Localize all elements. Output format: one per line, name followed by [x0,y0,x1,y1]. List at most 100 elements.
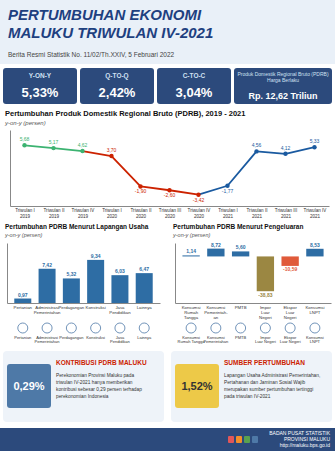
chart-title: Pertumbuhan PDRB Menurut Lapangan Usaha [5,223,149,231]
bar [111,275,128,303]
icon-label: PMTB [235,335,246,340]
info-box-title: SUMBER PERTUMBUHAN [224,359,305,366]
text-line: 2019 [20,214,31,219]
data-label: 5,32 [66,271,76,277]
info-box-value: 0,29% [13,380,44,392]
text-line: LNPT [309,310,320,315]
x-tick-label: Triwulan III2020 [159,208,181,218]
footer: BADAN PUSAT STATISTIKPROVINSI MALUKUhttp… [269,430,330,448]
text-line: PMTB [235,335,246,340]
text-line: Lapangan Usaha Administrasi Pemerintahan… [224,373,320,378]
icon [115,323,125,333]
x-tick-label: Pertanian [14,305,33,310]
data-label: 3,70 [107,147,117,153]
data-label: 4,62 [78,142,88,148]
info-box: 0,29%KONTRIBUSI PDRB MALUKUPerekonomian … [3,351,164,422]
icon [186,323,196,333]
text-line: kontribusi sebesar 0,29 persen terhadap [56,387,142,392]
text-line: Triwulan III [159,208,181,213]
text-line: Lainnya [137,335,152,340]
text-line: Pendidikan [110,339,130,344]
x-tick-label: Triwulan I2021 [218,208,238,218]
text-line: 2020 [136,214,147,219]
text-line: Lainnya [137,305,153,310]
info-box-bg [3,351,164,422]
text-line: Pertanian [14,335,31,340]
icon-label: EksporLuar Negeri [280,335,301,345]
info-box-bg [171,351,332,422]
bar [182,255,199,256]
text-line: Triwulan IV [188,208,212,213]
kpi-box [234,68,332,104]
text-line: Triwulan IV [72,208,96,213]
icon-label: KonsumsiRumah Tangga [178,335,206,345]
data-label: 8,53 [310,242,320,248]
point [283,152,287,156]
kpi-value: 3,04% [176,85,213,100]
x-tick: JasaPendidikan [109,305,131,315]
x-tick-label: Triwulan IV2019 [72,208,96,218]
text-line: Berita Resmi Statistik No. 11/02/Th.XXIV… [8,51,175,58]
x-tick-label: PMTB [235,305,247,310]
icon-label: Konstruksi [86,335,105,340]
bar [281,256,298,265]
x-tick-label: AdministrasiPemerintahan [34,305,61,315]
y-axis [10,131,11,207]
icon-row: PertanianAdministrasiPemerintahanPerdaga… [14,323,152,344]
x-tick-label: Triwulan II2019 [43,208,64,218]
kpi: Y-ON-Y5,33% [3,68,77,104]
x-tick: Pertanian [14,305,33,310]
x-tick-label: Triwulan IV2020 [188,208,212,218]
data-label: -1,90 [135,188,147,194]
text-line: 2021 [310,214,321,219]
text-line: Triwulan IV [304,208,328,213]
logo-square [252,436,258,443]
logo-square [244,436,250,443]
data-label: -38,83 [258,292,272,298]
text-line: merupakan sumber pertumbuhan tertinggi [224,387,313,392]
x-tick-label: Perdagangan [58,305,84,310]
icon-label: Perdagangan [59,335,83,340]
y-axis-title: y-on-y (persen) [4,120,46,126]
x-tick-label: EksporLuarNegeri [283,305,297,320]
x-tick: Triwulan III2020 [159,208,181,218]
text-line: 2021 [252,214,263,219]
x-tick: Lainnya [137,305,153,310]
x-tick: Triwulan I2019 [15,208,35,218]
text-line: Triwulan I [218,208,238,213]
x-tick-label: Konstruksi [86,305,106,310]
chart-title: Pertumbuhan PDRB Menurut Pengeluaran [173,223,303,231]
data-label: 9,34 [91,253,101,259]
chart-title: Pertumbuhan Produk Domestik Regional Bru… [5,109,245,118]
plot-area [22,143,316,197]
kpi-label: Produk Domestik Regional Bruto (PDRB)Har… [237,71,328,83]
y-axis-line [10,131,11,207]
line-segment [112,156,141,186]
x-tick: Triwulan III2021 [275,208,297,218]
text-line: Triwulan I [15,208,35,213]
text-line: Harga Berlaku [267,77,299,83]
x-axis: PertanianAdministrasiPemerintahanPerdaga… [8,304,161,315]
data-label: -2,60 [164,192,176,198]
text-line: an [213,315,218,320]
icon-row: KonsumsiRumah TanggaKonsumsiPemerintahan… [178,323,324,344]
icon-label: ImporLuar Negeri [255,335,276,345]
x-tick-label: Triwulan I2020 [102,208,122,218]
kpi-label: Y-ON-Y [29,72,52,79]
line-segment [257,151,286,153]
x-tick-label: KonsumsiPemerintah-an [204,305,228,320]
x-tick-label: Triwulan II2020 [130,208,151,218]
x-tick-label: ImporLuarNegeri [259,305,272,320]
line-segment [54,148,83,151]
data-label: 7,42 [42,262,52,268]
bar [87,260,104,303]
text-line: triwulan IV-2021 hanya memberikan [56,380,133,385]
x-axis-line [11,206,330,207]
kpi: Produk Domestik Regional Bruto (PDRB)Har… [234,68,332,104]
x-tick-label: Triwulan I2019 [15,208,35,218]
text-line: Triwulan III [275,208,297,213]
x-tick: Triwulan II2021 [246,208,267,218]
data-label: 5,33 [310,138,320,144]
bar [306,249,323,257]
bar [39,269,56,303]
